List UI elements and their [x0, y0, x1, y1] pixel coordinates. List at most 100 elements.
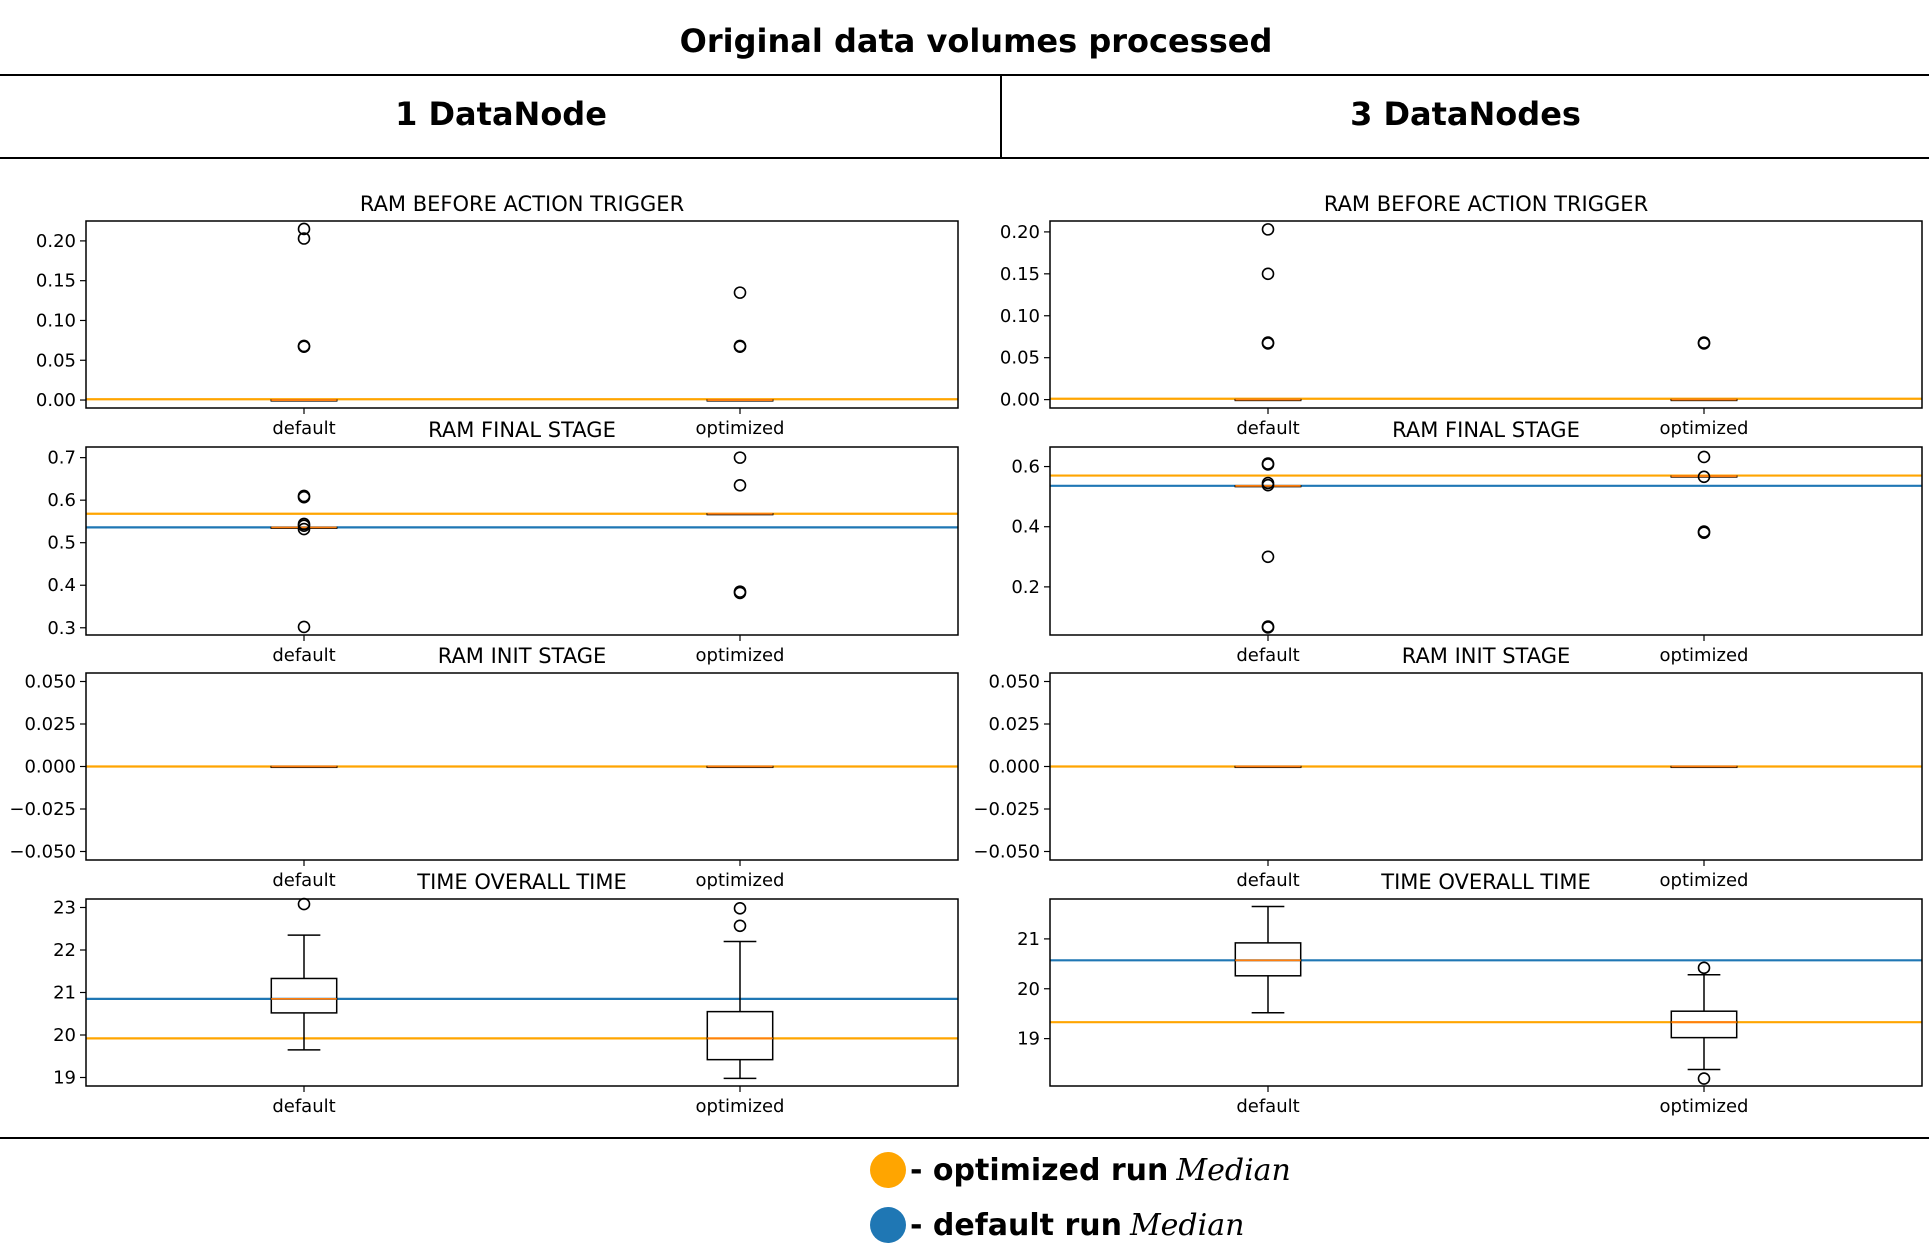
col3-ram-init-stage-ytick-label-2: 0.000 [988, 757, 1040, 778]
col1-ram-before-action-trigger-default-outlier-1 [297, 339, 311, 353]
col3-ram-before-action-trigger-default-outlier-2 [1261, 267, 1275, 281]
col1-time-overall-time-ytick-label-2: 21 [53, 983, 76, 1004]
col3-ram-init-stage-ytick-label-0: −0.050 [973, 842, 1040, 863]
col1-ram-init-stage-ytick-label-1: −0.025 [9, 799, 76, 820]
col1-time-overall-time-default-box [270, 977, 338, 1014]
col3-ram-before-action-trigger-ytick-label-4: 0.20 [1000, 222, 1040, 243]
col1-ram-init-stage-plot-frame [85, 672, 959, 861]
col1-ram-final-stage-ytick-label-4: 0.7 [47, 448, 76, 469]
col1-time-overall-time-optimized-outlier-0 [733, 919, 747, 933]
col3-ram-final-stage-optimized-outlier-1 [1697, 525, 1711, 538]
col1-ram-final-stage-default-outlier-3 [297, 517, 311, 531]
legend-median-default: Median [1129, 1207, 1245, 1243]
col1-ram-init-stage-optimized-xtick-label: optimized [696, 870, 785, 891]
col3-ram-final-stage-default-outlier-2 [1261, 550, 1275, 564]
col1-ram-final-stage-optimized-outlier-2 [733, 478, 747, 492]
col3-ram-before-action-trigger-title: RAM BEFORE ACTION TRIGGER [1324, 192, 1648, 216]
col3-ram-final-stage-default-outlier-1 [1261, 620, 1275, 633]
col1-ram-init-stage-ytick-label-4: 0.050 [24, 672, 76, 693]
col3-ram-before-action-trigger-ytick-label-3: 0.15 [1000, 264, 1040, 285]
col3-ram-final-stage-ytick-label-0: 0.2 [1011, 577, 1040, 598]
column-divider [1000, 74, 1002, 159]
col1-ram-final-stage-ytick-label-2: 0.5 [47, 533, 76, 554]
legend-label-default: - default run [910, 1207, 1122, 1243]
figure-title: Original data volumes processed [679, 22, 1273, 60]
header-divider [0, 157, 1929, 159]
legend-item-optimized: - optimized run Median [870, 1150, 1291, 1190]
col3-ram-final-stage-ytick-label-2: 0.6 [1011, 457, 1040, 478]
col3-time-overall-time-default-xtick-label: default [1236, 1096, 1299, 1117]
col3-time-overall-time-ytick-label-0: 19 [1017, 1029, 1040, 1050]
col1-ram-final-stage-default-xtick-label: default [272, 645, 335, 666]
col1-ram-before-action-trigger-plot-frame [85, 220, 959, 409]
legend-label-optimized: - optimized run [910, 1152, 1169, 1188]
col1-ram-init-stage-title: RAM INIT STAGE [438, 644, 607, 668]
col1-time-overall-time-default-outlier-0 [297, 897, 311, 911]
col1-ram-before-action-trigger-ytick-label-2: 0.10 [36, 310, 76, 331]
col3-ram-before-action-trigger-ytick-label-1: 0.05 [1000, 348, 1040, 369]
col1-ram-before-action-trigger-ytick-label-0: 0.00 [36, 390, 76, 411]
col3-ram-init-stage-plot-frame [1049, 672, 1923, 861]
col3-time-overall-time-optimized-xtick-label: optimized [1660, 1096, 1749, 1117]
col1-ram-final-stage-plot-frame [85, 446, 959, 636]
col3-ram-before-action-trigger-default-outlier-3 [1261, 223, 1275, 236]
legend-item-default: - default run Median [870, 1205, 1244, 1245]
col3-ram-final-stage-title: RAM FINAL STAGE [1392, 418, 1580, 442]
col3-ram-init-stage-ytick-label-4: 0.050 [988, 672, 1040, 693]
col3-time-overall-time-ytick-label-2: 21 [1017, 929, 1040, 950]
col1-ram-init-stage-default-xtick-label: default [272, 870, 335, 891]
col3-time-overall-time-optimized-outlier-0 [1697, 1072, 1711, 1085]
col3-ram-before-action-trigger-ytick-label-0: 0.00 [1000, 390, 1040, 411]
orange-circle-icon [870, 1152, 906, 1188]
col3-ram-final-stage-plot-frame [1049, 446, 1923, 636]
col3-ram-init-stage-ytick-label-1: −0.025 [973, 799, 1040, 820]
col1-ram-before-action-trigger-ytick-label-4: 0.20 [36, 231, 76, 252]
blue-circle-icon [870, 1207, 906, 1243]
col1-ram-before-action-trigger-ytick-label-1: 0.05 [36, 350, 76, 371]
col3-ram-before-action-trigger-default-xtick-label: default [1236, 418, 1299, 439]
col1-ram-final-stage-ytick-label-3: 0.6 [47, 490, 76, 511]
col1-time-overall-time-ytick-label-0: 19 [53, 1068, 76, 1089]
col1-time-overall-time-ytick-label-4: 23 [53, 898, 76, 919]
column-header-3-datanodes: 3 DataNodes [1350, 95, 1581, 133]
col1-ram-final-stage-ytick-label-0: 0.3 [47, 618, 76, 639]
legend-divider [0, 1137, 1929, 1139]
col1-ram-final-stage-default-outlier-1 [297, 522, 311, 536]
col1-ram-final-stage-optimized-xtick-label: optimized [696, 645, 785, 666]
col1-ram-final-stage-ytick-label-1: 0.4 [47, 575, 76, 596]
column-header-1-datanode: 1 DataNode [395, 95, 607, 133]
col1-time-overall-time-optimized-outlier-1 [733, 902, 747, 915]
col1-ram-final-stage-optimized-outlier-1 [733, 585, 747, 598]
col3-ram-final-stage-optimized-outlier-2 [1697, 470, 1711, 484]
col1-ram-final-stage-title: RAM FINAL STAGE [428, 418, 616, 442]
col1-ram-before-action-trigger-optimized-outlier-2 [733, 286, 747, 299]
col3-ram-init-stage-ytick-label-3: 0.025 [988, 714, 1040, 735]
col3-time-overall-time-plot-frame [1049, 898, 1923, 1087]
col3-ram-final-stage-default-outlier-6 [1261, 457, 1275, 470]
col3-time-overall-time-optimized-box [1670, 1010, 1738, 1039]
col1-ram-init-stage-ytick-label-3: 0.025 [24, 714, 76, 735]
col1-ram-final-stage-default-outlier-0 [297, 620, 311, 634]
col1-time-overall-time-plot-frame [85, 898, 959, 1087]
col3-ram-before-action-trigger-plot-frame [1049, 220, 1923, 409]
col1-ram-final-stage-default-outlier-5 [297, 489, 311, 503]
col3-ram-before-action-trigger-optimized-outlier-1 [1697, 336, 1711, 349]
col1-ram-before-action-trigger-default-outlier-3 [297, 222, 311, 236]
col3-ram-final-stage-optimized-xtick-label: optimized [1660, 645, 1749, 666]
col3-time-overall-time-title: TIME OVERALL TIME [1380, 870, 1590, 894]
col1-ram-before-action-trigger-title: RAM BEFORE ACTION TRIGGER [360, 192, 684, 216]
col1-ram-final-stage-optimized-outlier-3 [733, 451, 747, 464]
col3-ram-init-stage-optimized-xtick-label: optimized [1660, 870, 1749, 891]
col3-ram-init-stage-title: RAM INIT STAGE [1402, 644, 1571, 668]
col3-ram-before-action-trigger-ytick-label-2: 0.10 [1000, 306, 1040, 327]
col3-time-overall-time-ytick-label-1: 20 [1017, 979, 1040, 1000]
col3-ram-final-stage-optimized-outlier-3 [1697, 450, 1711, 464]
legend-median-optimized: Median [1176, 1152, 1291, 1188]
col1-time-overall-time-optimized-xtick-label: optimized [696, 1096, 785, 1117]
col1-ram-init-stage-ytick-label-2: 0.000 [24, 757, 76, 778]
col3-ram-final-stage-ytick-label-1: 0.4 [1011, 517, 1040, 538]
col1-time-overall-time-title: TIME OVERALL TIME [416, 870, 626, 894]
col1-ram-before-action-trigger-optimized-xtick-label: optimized [696, 418, 785, 439]
col3-ram-before-action-trigger-optimized-xtick-label: optimized [1660, 418, 1749, 439]
col1-ram-before-action-trigger-default-xtick-label: default [272, 418, 335, 439]
